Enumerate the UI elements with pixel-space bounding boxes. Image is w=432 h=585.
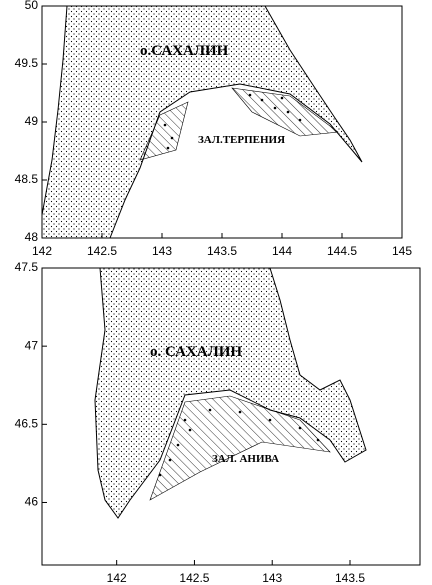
y-tick-label: 50 — [25, 0, 39, 12]
x-tick-label: 143.5 — [207, 244, 237, 258]
y-tick-label: 48.5 — [15, 172, 39, 186]
map-aniva: о. САХАЛИН ЗАЛ. АНИВА — [94, 268, 367, 519]
land — [42, 6, 363, 238]
map-frame — [41, 267, 421, 566]
stations — [158, 408, 320, 477]
x-tick-label: 142 — [107, 571, 127, 585]
x-tick-label: 142.5 — [87, 244, 117, 258]
x-tick-label: 142.5 — [179, 571, 209, 585]
x-tick-label: 143 — [152, 244, 172, 258]
land — [94, 268, 367, 519]
map-terpeniya: о.САХАЛИН ЗАЛ.ТЕРПЕНИЯ — [42, 6, 363, 238]
x-tick-label: 142 — [32, 244, 52, 258]
y-tick-label: 46 — [25, 495, 39, 509]
y-tick-label: 48 — [25, 230, 39, 244]
bay-label: ЗАЛ.ТЕРПЕНИЯ — [198, 134, 285, 146]
stations — [163, 93, 302, 150]
y-tick-label: 47 — [25, 338, 39, 352]
survey-area — [149, 395, 331, 501]
y-tick-label: 46.5 — [15, 416, 39, 430]
y-tick-label: 47.5 — [15, 260, 39, 274]
island-label: о.САХАЛИН — [140, 43, 229, 59]
x-tick-label: 144.5 — [327, 244, 357, 258]
y-tick-label: 49 — [25, 114, 39, 128]
x-tick-label: 144 — [272, 244, 292, 258]
bay-label: ЗАЛ. АНИВА — [212, 453, 279, 465]
x-tick-label: 145 — [392, 244, 412, 258]
y-tick-label: 49.5 — [15, 56, 39, 70]
x-tick-label: 143 — [262, 571, 282, 585]
survey-area — [139, 87, 339, 161]
island-label: о. САХАЛИН — [150, 344, 242, 360]
x-tick-label: 143.5 — [335, 571, 365, 585]
